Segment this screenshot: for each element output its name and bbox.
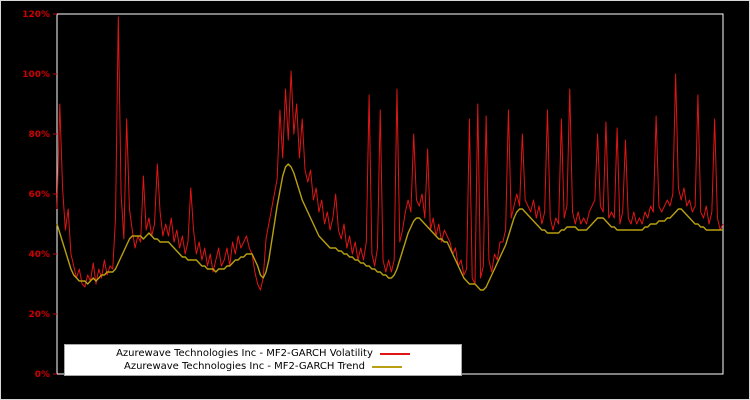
- legend-item-trend: Azurewave Technologies Inc - MF2-GARCH T…: [69, 360, 457, 373]
- y-tick-label: 120%: [22, 10, 50, 20]
- legend-line-sample-trend: [372, 365, 402, 368]
- legend-label-volatility: Azurewave Technologies Inc - MF2-GARCH V…: [116, 348, 373, 359]
- legend-item-volatility: Azurewave Technologies Inc - MF2-GARCH V…: [69, 347, 457, 360]
- series-line-trend: [56, 163, 723, 291]
- y-tick-label: 80%: [28, 130, 50, 140]
- y-tick-label: 20%: [28, 310, 50, 320]
- y-tick-label: 40%: [28, 250, 50, 260]
- y-tick-label: 60%: [28, 190, 50, 200]
- legend-label-trend: Azurewave Technologies Inc - MF2-GARCH T…: [123, 361, 365, 372]
- y-tick-label: 100%: [22, 70, 50, 80]
- legend-line-sample-volatility: [379, 352, 410, 355]
- series-line-volatility: [56, 16, 724, 291]
- legend: Azurewave Technologies Inc - MF2-GARCH V…: [64, 344, 462, 376]
- y-tick-label: 0%: [35, 370, 50, 380]
